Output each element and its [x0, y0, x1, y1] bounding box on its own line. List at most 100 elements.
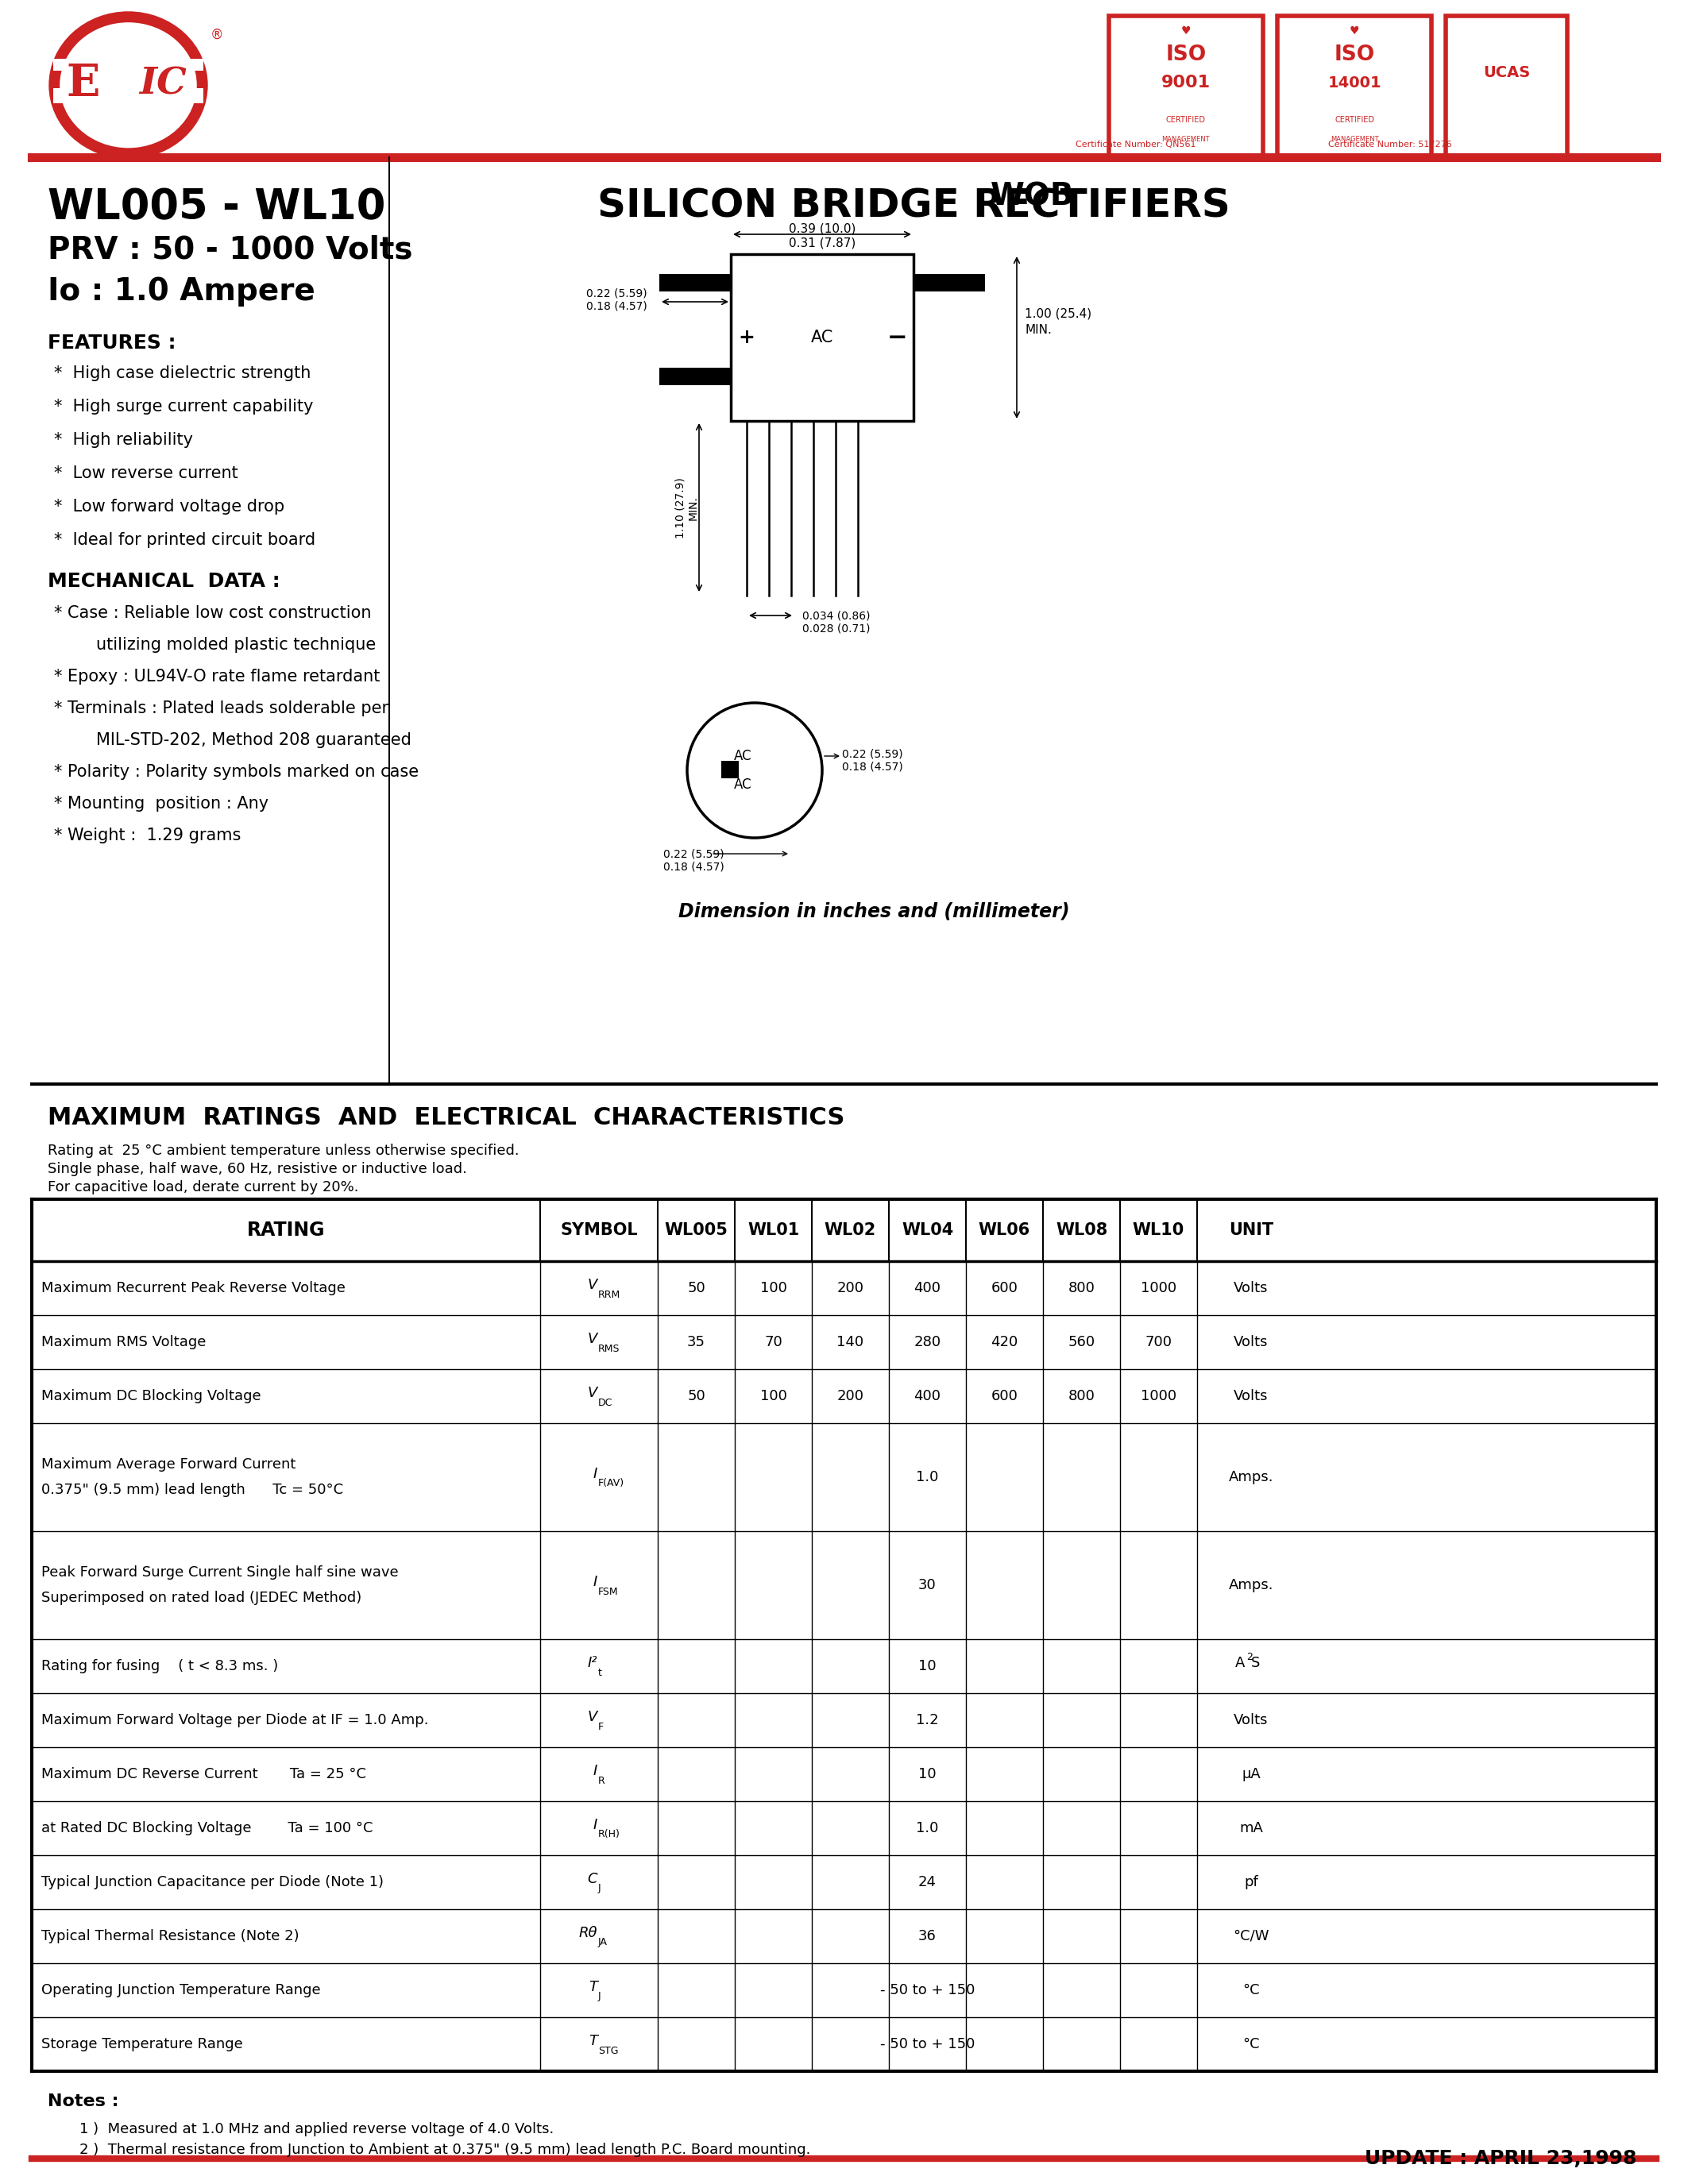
- Text: 560: 560: [1069, 1334, 1096, 1350]
- Text: * Terminals : Plated leads solderable per: * Terminals : Plated leads solderable pe…: [54, 701, 388, 716]
- Text: WL04: WL04: [901, 1223, 954, 1238]
- Text: R(H): R(H): [598, 1830, 619, 1839]
- Text: * Polarity : Polarity symbols marked on case: * Polarity : Polarity symbols marked on …: [54, 764, 419, 780]
- Text: MECHANICAL  DATA :: MECHANICAL DATA :: [47, 572, 280, 592]
- Bar: [660, 367, 731, 384]
- Text: Amps.: Amps.: [1229, 1579, 1273, 1592]
- Text: V: V: [587, 1387, 598, 1400]
- Text: V: V: [587, 1278, 598, 1293]
- Text: Maximum DC Reverse Current       Ta = 25 °C: Maximum DC Reverse Current Ta = 25 °C: [41, 1767, 366, 1782]
- Text: μA: μA: [1242, 1767, 1261, 1782]
- Text: 400: 400: [913, 1389, 940, 1404]
- Text: I: I: [592, 1468, 598, 1481]
- Text: V: V: [587, 1332, 598, 1345]
- Text: STG: STG: [598, 2046, 618, 2055]
- Text: UNIT: UNIT: [1229, 1223, 1273, 1238]
- Text: DC: DC: [598, 1398, 613, 1409]
- Text: 200: 200: [837, 1282, 864, 1295]
- Text: 100: 100: [760, 1282, 787, 1295]
- Text: 0.31 (7.87): 0.31 (7.87): [788, 236, 856, 249]
- Text: UPDATE : APRIL 23,1998: UPDATE : APRIL 23,1998: [1364, 2149, 1636, 2169]
- Text: 400: 400: [913, 1282, 940, 1295]
- Text: t: t: [598, 1666, 603, 1677]
- Text: 1.0: 1.0: [917, 1470, 939, 1485]
- Text: 0.18 (4.57): 0.18 (4.57): [663, 860, 724, 871]
- Text: Volts: Volts: [1234, 1712, 1268, 1728]
- Text: 2 )  Thermal resistance from Junction to Ambient at 0.375" (9.5 mm) lead length : 2 ) Thermal resistance from Junction to …: [79, 2143, 810, 2158]
- Text: PRV : 50 - 1000 Volts: PRV : 50 - 1000 Volts: [47, 234, 412, 264]
- Text: Operating Junction Temperature Range: Operating Junction Temperature Range: [41, 1983, 321, 1998]
- Text: * Epoxy : UL94V-O rate flame retardant: * Epoxy : UL94V-O rate flame retardant: [54, 668, 380, 684]
- Bar: [660, 273, 731, 290]
- Text: Notes :: Notes :: [47, 2094, 118, 2110]
- Text: 0.18 (4.57): 0.18 (4.57): [586, 299, 648, 312]
- Text: WL08: WL08: [1055, 1223, 1107, 1238]
- Text: WOB: WOB: [991, 181, 1075, 212]
- Text: AC: AC: [734, 749, 751, 762]
- Text: 0.39 (10.0): 0.39 (10.0): [788, 223, 856, 234]
- Text: ISO: ISO: [1165, 44, 1207, 66]
- Text: Certificate Number: QN561: Certificate Number: QN561: [1075, 140, 1197, 149]
- Text: 200: 200: [837, 1389, 864, 1404]
- Text: −: −: [888, 325, 908, 349]
- Text: 600: 600: [991, 1282, 1018, 1295]
- Text: mA: mA: [1239, 1821, 1263, 1835]
- Text: AC: AC: [734, 778, 751, 793]
- Text: 140: 140: [837, 1334, 864, 1350]
- Text: SYMBOL: SYMBOL: [560, 1223, 638, 1238]
- Text: *  Low forward voltage drop: * Low forward voltage drop: [54, 498, 285, 515]
- Text: Rating at  25 °C ambient temperature unless otherwise specified.: Rating at 25 °C ambient temperature unle…: [47, 1144, 520, 1158]
- Text: 1000: 1000: [1141, 1282, 1177, 1295]
- Text: 24: 24: [918, 1876, 937, 1889]
- Text: F: F: [598, 1721, 604, 1732]
- Text: I: I: [592, 1817, 598, 1832]
- Text: WL005 - WL10: WL005 - WL10: [47, 186, 385, 227]
- Text: FEATURES :: FEATURES :: [47, 334, 176, 352]
- Text: RMS: RMS: [598, 1343, 619, 1354]
- Text: 10: 10: [918, 1660, 937, 1673]
- Text: JA: JA: [598, 1937, 608, 1948]
- Text: V: V: [587, 1710, 598, 1723]
- Text: pf: pf: [1244, 1876, 1258, 1889]
- Text: RATING: RATING: [246, 1221, 326, 1241]
- Text: I: I: [592, 1765, 598, 1778]
- Text: ♥: ♥: [1182, 26, 1190, 37]
- Text: *  High reliability: * High reliability: [54, 432, 192, 448]
- Text: *  Low reverse current: * Low reverse current: [54, 465, 238, 480]
- Text: Typical Thermal Resistance (Note 2): Typical Thermal Resistance (Note 2): [41, 1928, 299, 1944]
- Text: J: J: [598, 1992, 601, 2003]
- Bar: [52, 87, 204, 103]
- Text: * Mounting  position : Any: * Mounting position : Any: [54, 795, 268, 812]
- Text: IC: IC: [138, 66, 186, 103]
- Text: 1.2: 1.2: [917, 1712, 939, 1728]
- Text: 2: 2: [1246, 1651, 1252, 1662]
- Text: CERTIFIED: CERTIFIED: [1335, 116, 1374, 124]
- Text: 0.22 (5.59): 0.22 (5.59): [842, 749, 903, 760]
- Text: C: C: [587, 1872, 598, 1887]
- Text: 9001: 9001: [1161, 74, 1210, 92]
- Text: J: J: [598, 1883, 601, 1894]
- Text: 35: 35: [687, 1334, 706, 1350]
- Text: T: T: [589, 2033, 598, 2049]
- Text: Volts: Volts: [1234, 1282, 1268, 1295]
- Text: MIL-STD-202, Method 208 guaranteed: MIL-STD-202, Method 208 guaranteed: [54, 732, 412, 749]
- Text: MAXIMUM  RATINGS  AND  ELECTRICAL  CHARACTERISTICS: MAXIMUM RATINGS AND ELECTRICAL CHARACTER…: [47, 1107, 844, 1129]
- Text: Maximum Recurrent Peak Reverse Voltage: Maximum Recurrent Peak Reverse Voltage: [41, 1282, 346, 1295]
- Text: Amps.: Amps.: [1229, 1470, 1273, 1485]
- Text: WL005: WL005: [665, 1223, 728, 1238]
- Text: 0.034 (0.86): 0.034 (0.86): [802, 609, 871, 620]
- Bar: [721, 760, 739, 778]
- Text: Volts: Volts: [1234, 1389, 1268, 1404]
- Text: 600: 600: [991, 1389, 1018, 1404]
- Text: E: E: [66, 61, 100, 105]
- Text: * Case : Reliable low cost construction: * Case : Reliable low cost construction: [54, 605, 371, 620]
- Text: 280: 280: [913, 1334, 940, 1350]
- Text: Rating for fusing    ( t < 8.3 ms. ): Rating for fusing ( t < 8.3 ms. ): [41, 1660, 279, 1673]
- Text: - 50 to + 150: - 50 to + 150: [879, 2038, 976, 2051]
- Text: ISO: ISO: [1334, 44, 1376, 66]
- Text: 14001: 14001: [1328, 76, 1381, 90]
- Text: ®: ®: [211, 28, 225, 41]
- Text: 1.0: 1.0: [917, 1821, 939, 1835]
- Bar: [731, 253, 913, 422]
- Text: UCAS: UCAS: [1484, 66, 1529, 81]
